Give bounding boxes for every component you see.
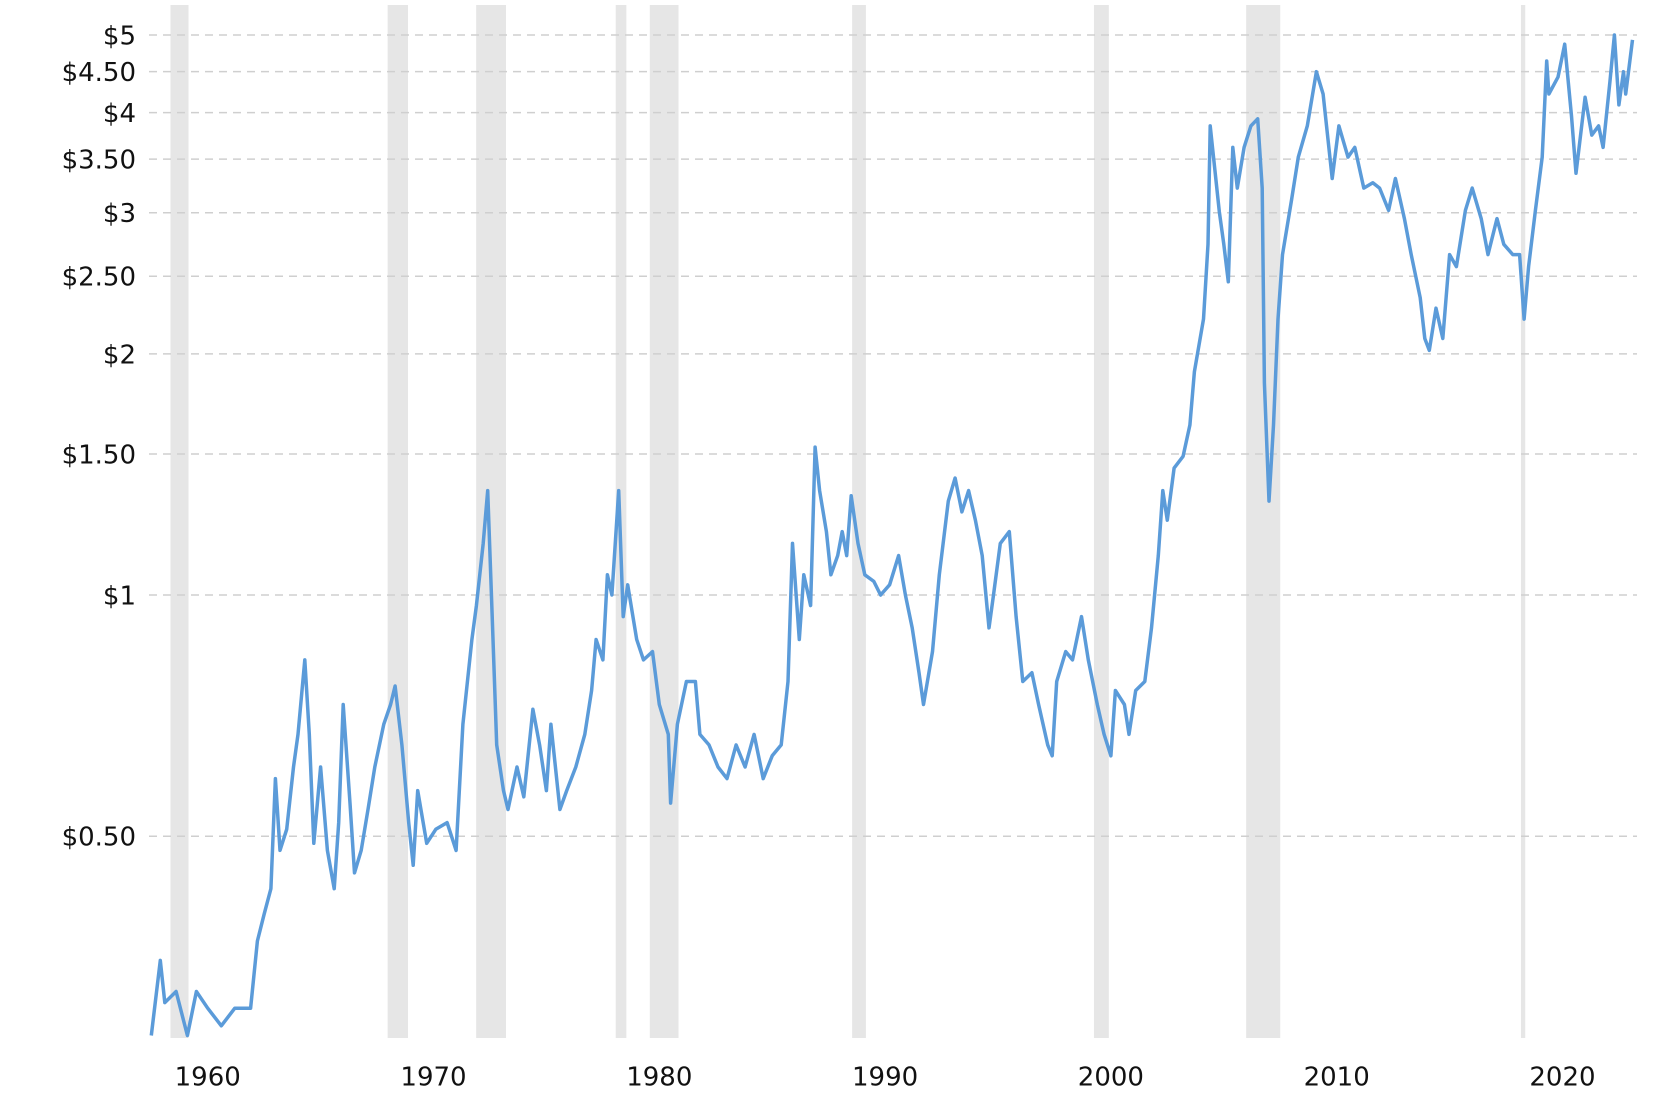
y-tick-label: $3.50 [62, 146, 136, 176]
x-tick-label: 1980 [626, 1063, 692, 1093]
shaded-period [476, 5, 506, 1038]
x-tick-label: 1970 [400, 1063, 466, 1093]
x-tick-label: 2010 [1304, 1063, 1370, 1093]
y-tick-label: $1 [103, 582, 136, 612]
y-tick-label: $1.50 [62, 440, 136, 470]
y-tick-label: $3 [103, 199, 136, 229]
x-tick-label: 1990 [852, 1063, 918, 1093]
y-tick-label: $4.50 [62, 58, 136, 88]
y-tick-label: $0.50 [62, 823, 136, 853]
shaded-period [1520, 5, 1526, 1038]
shaded-period [852, 5, 866, 1038]
shaded-period [387, 5, 408, 1038]
y-tick-label: $5 [103, 21, 136, 51]
y-tick-label: $2.50 [62, 263, 136, 293]
y-tick-label: $2 [103, 340, 136, 370]
x-tick-label: 2020 [1529, 1063, 1595, 1093]
shaded-period [1246, 5, 1281, 1038]
price-line [149, 33, 1635, 1038]
shaded-period [649, 5, 679, 1038]
x-tick-label: 2000 [1078, 1063, 1144, 1093]
y-tick-label: $4 [103, 99, 136, 129]
x-tick-label: 1960 [175, 1063, 241, 1093]
shaded-period [1093, 5, 1109, 1038]
shaded-period [170, 5, 189, 1038]
